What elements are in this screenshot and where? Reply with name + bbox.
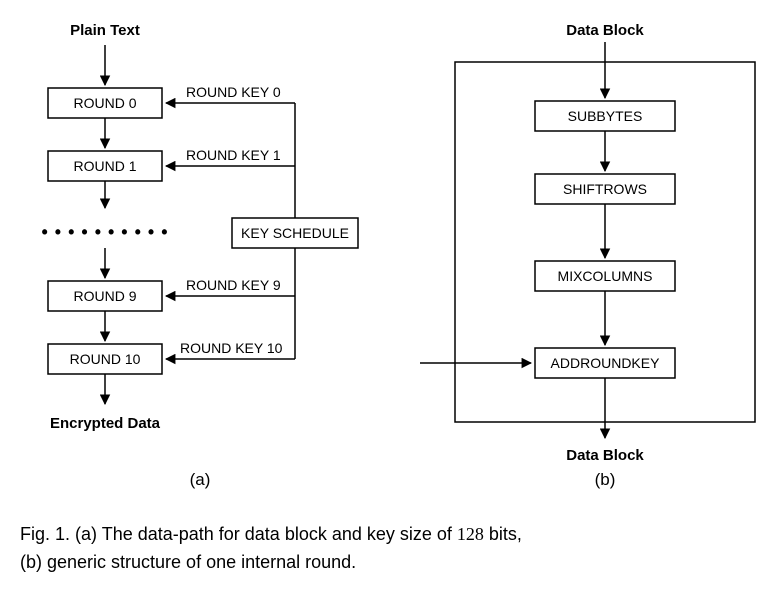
round-10-label: ROUND 10	[70, 351, 141, 367]
addroundkey-label: ADDROUNDKEY	[551, 355, 661, 371]
round-0-label: ROUND 0	[73, 95, 136, 111]
dots: • • • • • • • • • •	[41, 222, 168, 242]
data-block-bottom-label: Data Block	[566, 447, 644, 464]
round-key-10-label: ROUND KEY 10	[180, 340, 283, 356]
encrypted-data-label: Encrypted Data	[50, 415, 161, 432]
panel-a-sublabel: (a)	[190, 470, 211, 489]
panel-b-sublabel: (b)	[595, 470, 616, 489]
caption-line2: (b) generic structure of one internal ro…	[20, 552, 356, 572]
round-key-9-label: ROUND KEY 9	[186, 277, 281, 293]
subbytes-label: SUBBYTES	[568, 108, 643, 124]
round-key-0-label: ROUND KEY 0	[186, 84, 281, 100]
caption-line1c: bits,	[484, 524, 522, 544]
key-schedule-label: KEY SCHEDULE	[241, 225, 349, 241]
caption-line1b: 128	[457, 524, 484, 544]
mixcolumns-label: MIXCOLUMNS	[558, 268, 653, 284]
shiftrows-label: SHIFTROWS	[563, 181, 647, 197]
plain-text-label: Plain Text	[70, 22, 140, 39]
round-key-1-label: ROUND KEY 1	[186, 147, 281, 163]
caption-line1: Fig. 1. (a) The data-path for data block…	[20, 524, 522, 544]
caption-line1a: Fig. 1. (a) The data-path for data block…	[20, 524, 457, 544]
round-1-label: ROUND 1	[73, 158, 136, 174]
data-block-top-label: Data Block	[566, 22, 644, 39]
round-9-label: ROUND 9	[73, 288, 136, 304]
